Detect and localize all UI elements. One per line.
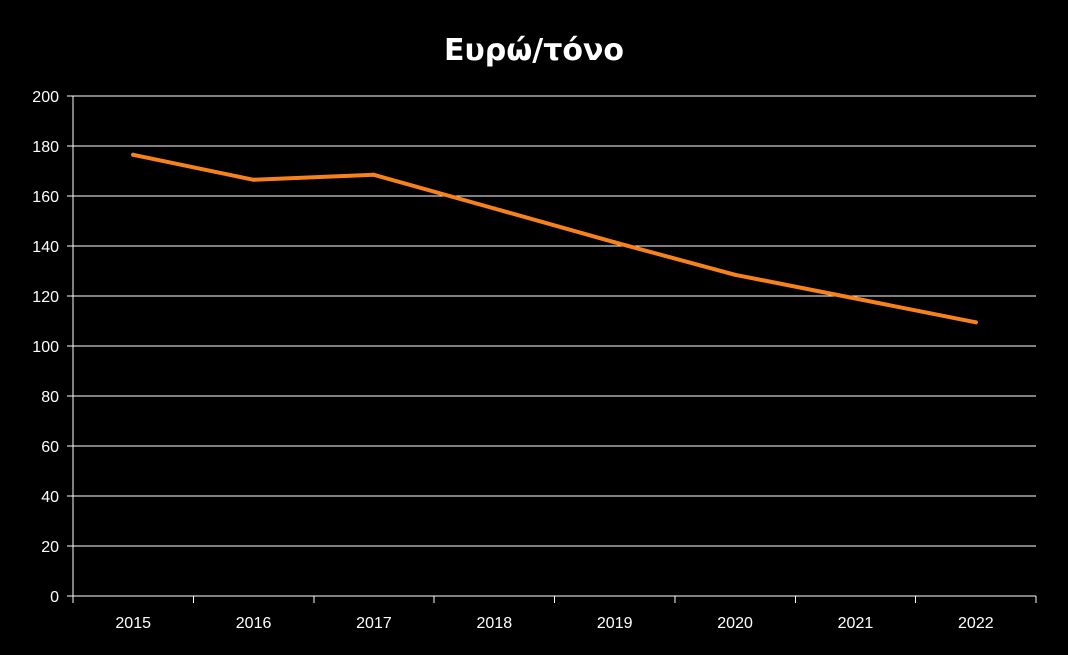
data-point-2018 — [492, 206, 497, 211]
y-tick-label: 160 — [32, 189, 59, 206]
series-lines — [131, 152, 978, 325]
y-tick-label: 140 — [32, 239, 59, 256]
gridlines — [73, 95, 1036, 547]
x-tick-label-2015: 2015 — [115, 615, 151, 632]
x-tick-label-2020: 2020 — [717, 615, 753, 632]
axes — [67, 95, 1037, 603]
y-tick-label: 180 — [32, 139, 59, 156]
data-point-2019 — [612, 240, 617, 245]
x-axis-tick-labels: 2015 2016 2017 2018 2019 2020 2021 2022 — [115, 615, 993, 632]
x-tick-label-2018: 2018 — [477, 615, 513, 632]
y-tick-label: 60 — [41, 439, 59, 456]
y-tick-label: 20 — [41, 539, 59, 556]
x-tick-label-2017: 2017 — [356, 615, 392, 632]
series-line-0 — [131, 152, 978, 325]
x-tick-label-2022: 2022 — [958, 615, 994, 632]
y-tick-label: 200 — [32, 89, 59, 106]
data-point-2022 — [973, 320, 978, 325]
y-axis-tick-labels: 0 20 40 60 80 100 120 140 160 180 200 — [32, 89, 59, 606]
y-tick-label: 0 — [50, 589, 59, 606]
data-point-2021 — [853, 296, 858, 301]
data-point-2017 — [371, 172, 376, 177]
y-tick-label: 40 — [41, 489, 59, 506]
x-tick-label-2016: 2016 — [236, 615, 272, 632]
data-point-2020 — [733, 272, 738, 277]
data-point-2016 — [251, 177, 256, 182]
x-tick-label-2021: 2021 — [838, 615, 874, 632]
data-point-2015 — [131, 152, 136, 157]
x-tick-label-2019: 2019 — [597, 615, 633, 632]
chart-title: Ευρώ/τόνο — [444, 33, 624, 68]
y-tick-label: 100 — [32, 339, 59, 356]
y-tick-label: 80 — [41, 389, 59, 406]
y-tick-label: 120 — [32, 289, 59, 306]
